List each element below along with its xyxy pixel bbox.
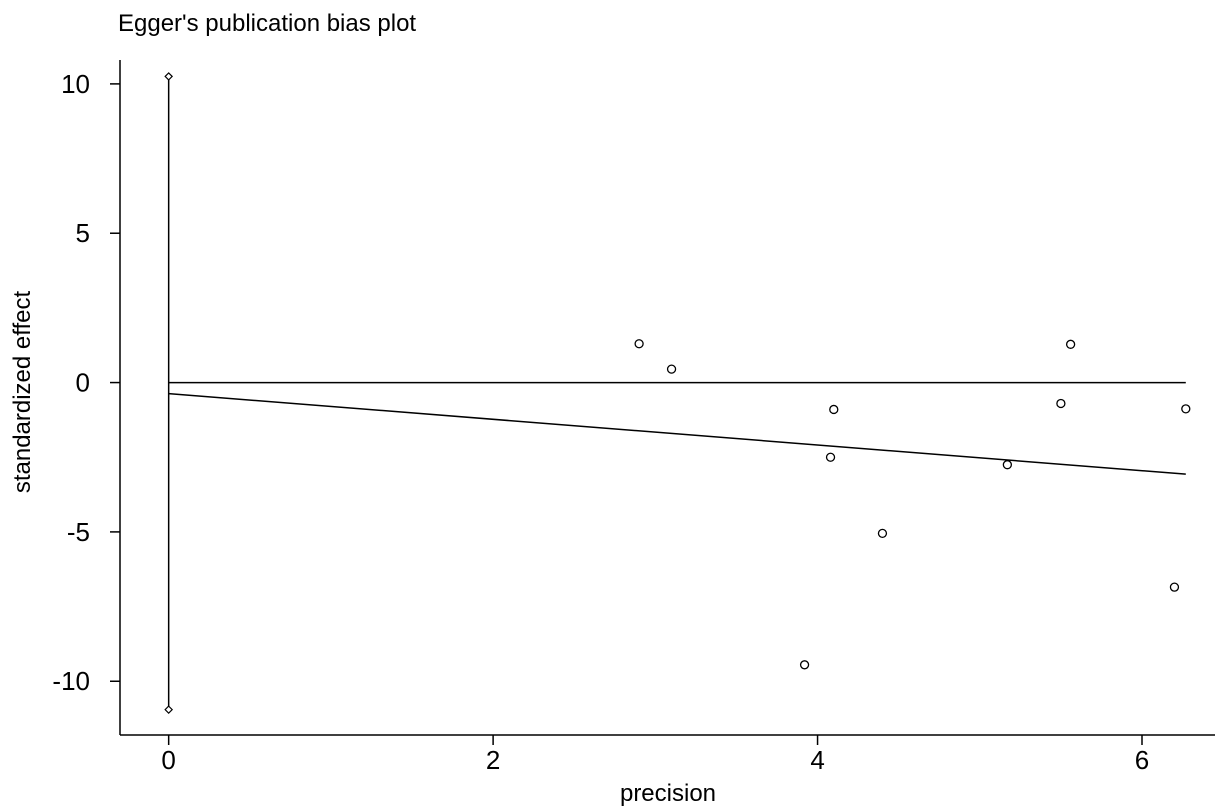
data-point [634, 339, 644, 349]
x-tick-label: 2 [486, 745, 500, 775]
data-point [799, 660, 810, 670]
chart-title: Egger's publication bias plot [118, 10, 416, 37]
data-point [877, 528, 888, 539]
x-axis-label: precision [620, 780, 716, 807]
data-point [1002, 460, 1013, 470]
data-point [829, 404, 839, 415]
x-tick-label: 4 [810, 745, 824, 775]
data-point [666, 364, 677, 374]
y-tick-label: 5 [76, 218, 90, 248]
data-point [1169, 582, 1180, 592]
y-tick-label: -10 [52, 666, 90, 696]
ci-lower-marker [164, 705, 174, 714]
data-point [1065, 339, 1076, 349]
data-point [1181, 404, 1191, 414]
y-axis-label: standardized effect [9, 290, 36, 493]
regression-line [168, 392, 1186, 475]
plot-area [164, 72, 1191, 714]
x-tick-label: 0 [161, 745, 175, 775]
data-point [825, 452, 836, 462]
y-tick-label: 0 [76, 368, 90, 398]
axes: 0 2 4 6 10 5 0 -5 -10 [52, 60, 1215, 775]
y-tick-label: -5 [67, 517, 90, 547]
y-tick-label: 10 [61, 69, 90, 99]
ci-upper-marker [164, 72, 174, 81]
x-tick-label: 6 [1135, 745, 1149, 775]
data-point [1056, 398, 1066, 409]
